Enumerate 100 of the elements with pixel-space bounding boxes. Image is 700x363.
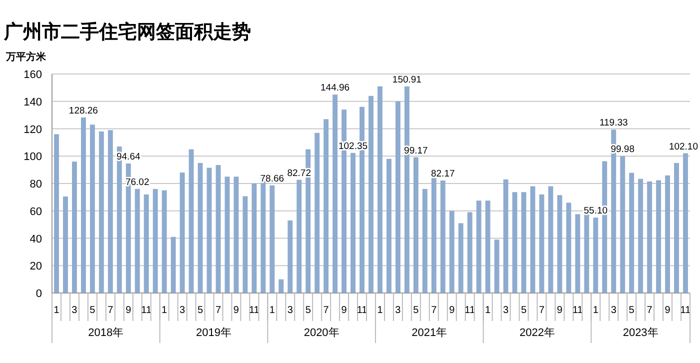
text: 2023年 — [622, 327, 658, 339]
bar — [530, 186, 536, 293]
x-tick-label: 3 — [610, 305, 617, 316]
bar — [368, 96, 374, 293]
x-tick-label: 3 — [395, 305, 402, 316]
data-label: 55.10 — [584, 206, 608, 217]
x-tick-label: 3 — [72, 305, 78, 316]
x-tick-label: 3 — [287, 305, 294, 316]
x-tick-label: 11 — [572, 305, 584, 316]
y-tick-label: 60 — [30, 206, 42, 218]
x-tick-label: 5 — [197, 305, 204, 316]
bar — [440, 180, 446, 293]
bar — [80, 117, 86, 293]
data-label: 128.26 — [68, 105, 98, 116]
data-label: 99.98 — [610, 144, 634, 156]
bar — [252, 184, 257, 293]
y-tick-label: 20 — [30, 260, 42, 273]
data-label: 119.33 — [599, 118, 628, 129]
text: 2019年 — [196, 327, 232, 339]
data-label: 102.35 — [338, 140, 368, 152]
text: 2020年 — [304, 327, 340, 339]
bar — [647, 181, 652, 293]
bar — [674, 162, 679, 293]
bar — [557, 195, 562, 293]
bar — [170, 236, 176, 293]
bar — [548, 186, 554, 293]
y-tick-label: 40 — [30, 233, 42, 246]
data-label: 82.17 — [430, 168, 455, 180]
x-tick-label: 5 — [90, 305, 96, 316]
bar — [54, 134, 59, 293]
y-tick-label: 160 — [24, 69, 42, 81]
bar — [98, 131, 104, 293]
bar — [162, 190, 167, 293]
y-tick-label: 140 — [24, 96, 42, 108]
x-tick-label: 11 — [680, 305, 692, 316]
x-tick-label: 9 — [233, 305, 240, 316]
bar — [198, 162, 203, 293]
x-tick-label: 7 — [215, 305, 222, 316]
bar — [629, 172, 634, 293]
text: 2022年 — [519, 327, 555, 339]
bar — [494, 240, 500, 293]
data-label: 150.91 — [392, 74, 422, 86]
data-label: 94.64 — [116, 151, 140, 162]
data-label: 82.72 — [287, 168, 312, 179]
bar — [378, 86, 382, 293]
x-tick-label: 1 — [377, 305, 384, 316]
bar — [134, 188, 140, 293]
x-tick-label: 9 — [341, 305, 348, 316]
y-tick-label: 0 — [36, 288, 42, 300]
x-tick-label: 7 — [323, 305, 330, 316]
bar — [512, 192, 518, 293]
bar — [152, 188, 158, 293]
bar — [395, 101, 400, 293]
bar — [242, 196, 248, 293]
bar — [224, 176, 230, 293]
bar — [90, 124, 95, 293]
bar — [63, 196, 68, 293]
bar — [683, 153, 688, 293]
x-tick-label: 11 — [356, 305, 368, 316]
x-tick-label: 1 — [162, 305, 168, 316]
bar — [314, 132, 320, 293]
y-axis-title: 万平方米 — [5, 51, 47, 63]
x-tick-label: 7 — [538, 305, 545, 316]
y-tick-label: 80 — [30, 178, 42, 190]
bar — [108, 130, 113, 293]
x-tick-label: 9 — [449, 305, 456, 316]
bar — [575, 214, 580, 293]
x-tick-label: 5 — [413, 305, 420, 316]
bar — [422, 188, 428, 293]
bar — [593, 218, 598, 293]
x-tick-label: 9 — [126, 305, 132, 316]
bar — [288, 220, 293, 293]
x-tick-label: 5 — [520, 305, 527, 316]
x-tick-label: 1 — [485, 305, 492, 316]
bar — [521, 192, 526, 293]
bar — [278, 279, 284, 293]
x-tick-label: 11 — [141, 305, 152, 316]
x-tick-label: 1 — [54, 305, 60, 316]
bar — [72, 162, 77, 293]
x-tick-label: 5 — [628, 305, 635, 316]
data-label: 78.66 — [260, 173, 284, 184]
bar — [467, 212, 472, 293]
bar — [324, 119, 329, 293]
bar — [665, 175, 670, 293]
text: 2021年 — [412, 327, 448, 339]
bar — [476, 200, 482, 293]
x-tick-label: 9 — [556, 305, 563, 316]
bar — [180, 172, 185, 293]
bar — [332, 94, 338, 293]
y-tick-label: 120 — [24, 124, 42, 136]
bar — [503, 179, 508, 293]
data-label: 144.96 — [320, 82, 350, 94]
chart-title: 广州市二手住宅网签面积走势 — [3, 21, 251, 43]
x-tick-label: 11 — [464, 305, 476, 316]
x-tick-label: 3 — [503, 305, 510, 316]
bar — [449, 210, 454, 293]
bar — [386, 158, 392, 293]
bar — [566, 202, 572, 293]
data-label: 102.10 — [668, 141, 698, 152]
x-tick-label: 5 — [305, 305, 312, 316]
